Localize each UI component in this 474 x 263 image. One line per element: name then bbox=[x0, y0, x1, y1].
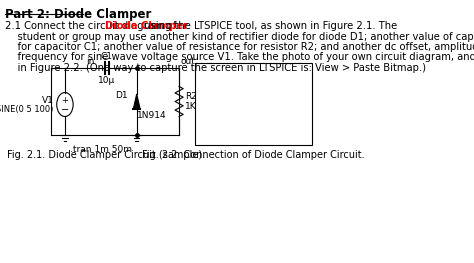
Text: student or group may use another kind of rectifier diode for diode D1; another v: student or group may use another kind of… bbox=[6, 32, 474, 42]
Text: 1K: 1K bbox=[185, 102, 197, 111]
Text: Diode Clamper: Diode Clamper bbox=[105, 21, 188, 31]
Text: Fig. 2.2. Connection of Diode Clamper Circuit.: Fig. 2.2. Connection of Diode Clamper Ci… bbox=[142, 150, 364, 160]
Text: Part 2: Diode Clamper: Part 2: Diode Clamper bbox=[6, 8, 152, 21]
Text: 10μ: 10μ bbox=[98, 76, 115, 85]
Text: +: + bbox=[62, 96, 68, 105]
Text: frequency for sine wave voltage source V1. Take the photo of your own circuit di: frequency for sine wave voltage source V… bbox=[6, 53, 474, 63]
Text: .tran 1m 50m: .tran 1m 50m bbox=[71, 145, 132, 154]
Text: for capacitor C1; another value of resistance for resistor R2; and another dc of: for capacitor C1; another value of resis… bbox=[6, 42, 474, 52]
Text: SINE(0 5 100): SINE(0 5 100) bbox=[0, 105, 53, 114]
Text: R2: R2 bbox=[185, 92, 197, 101]
Text: D1: D1 bbox=[115, 91, 128, 100]
Polygon shape bbox=[133, 94, 140, 109]
Text: Fig. 2.1. Diode Clamper Circuit (sample).: Fig. 2.1. Diode Clamper Circuit (sample)… bbox=[7, 150, 205, 160]
Bar bbox=[195, 63, 312, 145]
Text: C1: C1 bbox=[100, 52, 113, 61]
Text: −: − bbox=[61, 104, 69, 114]
Text: 2.1 Connect the circuit diagram of: 2.1 Connect the circuit diagram of bbox=[6, 21, 180, 31]
Text: 1N914: 1N914 bbox=[137, 111, 167, 120]
Text: out: out bbox=[181, 57, 195, 66]
Text: in: in bbox=[86, 57, 94, 66]
Text: using the LTSPICE tool, as shown in Figure 2.1. The: using the LTSPICE tool, as shown in Figu… bbox=[141, 21, 398, 31]
Text: in Figure 2.2. (One way to capture the screen in LTSPICE is: View > Paste Bitmap: in Figure 2.2. (One way to capture the s… bbox=[6, 63, 427, 73]
Text: V1: V1 bbox=[41, 96, 53, 105]
